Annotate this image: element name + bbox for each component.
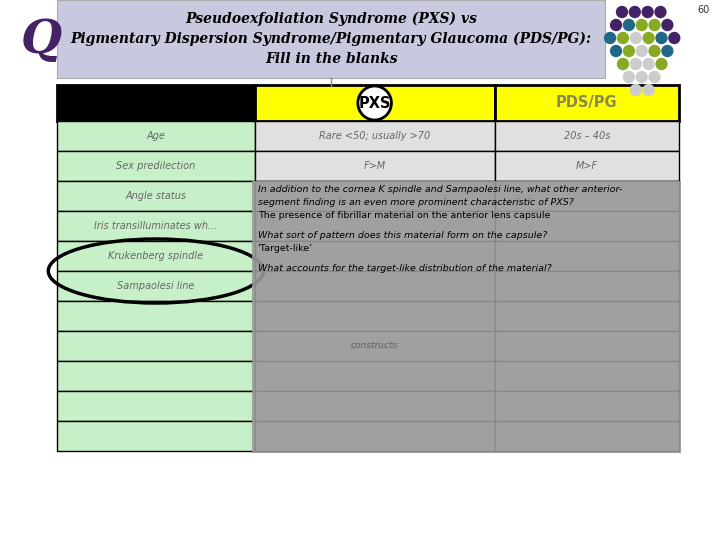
- FancyBboxPatch shape: [255, 271, 495, 301]
- Text: Sampaolesi line: Sampaolesi line: [117, 281, 194, 291]
- Circle shape: [662, 19, 672, 30]
- FancyBboxPatch shape: [495, 121, 679, 151]
- FancyBboxPatch shape: [495, 85, 679, 121]
- Circle shape: [655, 6, 666, 17]
- Text: Sex predilection: Sex predilection: [117, 161, 196, 171]
- Circle shape: [662, 45, 672, 57]
- FancyBboxPatch shape: [57, 241, 255, 271]
- Text: Age: Age: [146, 131, 166, 141]
- Circle shape: [631, 84, 642, 96]
- Text: constructs: constructs: [349, 341, 400, 351]
- FancyBboxPatch shape: [57, 331, 255, 361]
- FancyBboxPatch shape: [495, 331, 679, 361]
- FancyBboxPatch shape: [57, 391, 255, 421]
- Text: ‘Target-like’: ‘Target-like’: [258, 244, 313, 253]
- Circle shape: [616, 6, 627, 17]
- FancyBboxPatch shape: [255, 151, 495, 181]
- Text: What accounts for the target-like distribution of the material?: What accounts for the target-like distri…: [258, 264, 552, 273]
- FancyBboxPatch shape: [57, 85, 255, 121]
- Text: constructs: constructs: [351, 341, 398, 350]
- Text: Rare <50; usually >70: Rare <50; usually >70: [319, 131, 431, 141]
- Circle shape: [618, 58, 629, 70]
- FancyBboxPatch shape: [255, 421, 495, 451]
- Circle shape: [624, 19, 634, 30]
- FancyBboxPatch shape: [495, 421, 679, 451]
- Text: The presence of fibrillar material on the anterior lens capsule: The presence of fibrillar material on th…: [258, 211, 550, 220]
- Text: What sort of pattern does this material form on the capsule?: What sort of pattern does this material …: [258, 231, 547, 240]
- FancyBboxPatch shape: [495, 151, 679, 181]
- Text: PXS: PXS: [359, 96, 391, 111]
- Circle shape: [649, 45, 660, 57]
- Circle shape: [649, 19, 660, 30]
- Circle shape: [642, 6, 653, 17]
- FancyBboxPatch shape: [255, 361, 495, 391]
- Circle shape: [631, 32, 642, 44]
- FancyBboxPatch shape: [495, 271, 679, 301]
- Circle shape: [636, 71, 647, 83]
- Circle shape: [656, 32, 667, 44]
- FancyBboxPatch shape: [255, 121, 495, 151]
- FancyBboxPatch shape: [57, 121, 255, 151]
- FancyBboxPatch shape: [495, 391, 679, 421]
- Circle shape: [669, 32, 680, 44]
- Circle shape: [611, 45, 621, 57]
- Circle shape: [605, 32, 616, 44]
- FancyBboxPatch shape: [495, 241, 679, 271]
- FancyBboxPatch shape: [495, 361, 679, 391]
- Text: Angle status: Angle status: [125, 191, 186, 201]
- FancyBboxPatch shape: [495, 211, 679, 241]
- Circle shape: [624, 71, 634, 83]
- Circle shape: [656, 58, 667, 70]
- FancyBboxPatch shape: [255, 211, 495, 241]
- Circle shape: [629, 6, 640, 17]
- Circle shape: [358, 86, 392, 120]
- Text: M>F: M>F: [576, 161, 598, 171]
- FancyBboxPatch shape: [255, 241, 495, 271]
- FancyBboxPatch shape: [252, 181, 681, 453]
- Text: Pseudoexfoliation Syndrome (PXS) vs
Pigmentary Dispersion Syndrome/Pigmentary Gl: Pseudoexfoliation Syndrome (PXS) vs Pigm…: [71, 12, 592, 66]
- Circle shape: [631, 58, 642, 70]
- Circle shape: [611, 19, 621, 30]
- FancyBboxPatch shape: [255, 391, 495, 421]
- Text: segment finding is an even more prominent characteristic of PXS?: segment finding is an even more prominen…: [258, 198, 573, 207]
- Text: 60: 60: [698, 5, 710, 15]
- FancyBboxPatch shape: [495, 301, 679, 331]
- FancyBboxPatch shape: [57, 421, 255, 451]
- Circle shape: [643, 32, 654, 44]
- Circle shape: [649, 71, 660, 83]
- Text: Q: Q: [21, 17, 62, 63]
- FancyBboxPatch shape: [255, 331, 495, 361]
- Circle shape: [636, 45, 647, 57]
- FancyBboxPatch shape: [255, 85, 495, 121]
- Circle shape: [624, 45, 634, 57]
- Text: In addition to the cornea K spindle and Sampaolesi line, what other anterior-: In addition to the cornea K spindle and …: [258, 185, 622, 194]
- FancyBboxPatch shape: [255, 181, 495, 211]
- FancyBboxPatch shape: [57, 181, 255, 211]
- Text: Iris transilluminates wh...: Iris transilluminates wh...: [94, 221, 217, 231]
- Text: PDS/PG: PDS/PG: [556, 96, 618, 111]
- Text: Krukenberg spindle: Krukenberg spindle: [108, 251, 204, 261]
- FancyBboxPatch shape: [495, 181, 679, 211]
- FancyBboxPatch shape: [57, 361, 255, 391]
- Circle shape: [643, 58, 654, 70]
- Circle shape: [618, 32, 629, 44]
- FancyBboxPatch shape: [255, 301, 495, 331]
- FancyBboxPatch shape: [57, 151, 255, 181]
- Circle shape: [636, 19, 647, 30]
- FancyBboxPatch shape: [57, 211, 255, 241]
- Text: F>M: F>M: [364, 161, 386, 171]
- FancyBboxPatch shape: [57, 0, 606, 78]
- Circle shape: [643, 84, 654, 96]
- Text: 20s – 40s: 20s – 40s: [564, 131, 610, 141]
- FancyBboxPatch shape: [57, 271, 255, 301]
- FancyBboxPatch shape: [57, 301, 255, 331]
